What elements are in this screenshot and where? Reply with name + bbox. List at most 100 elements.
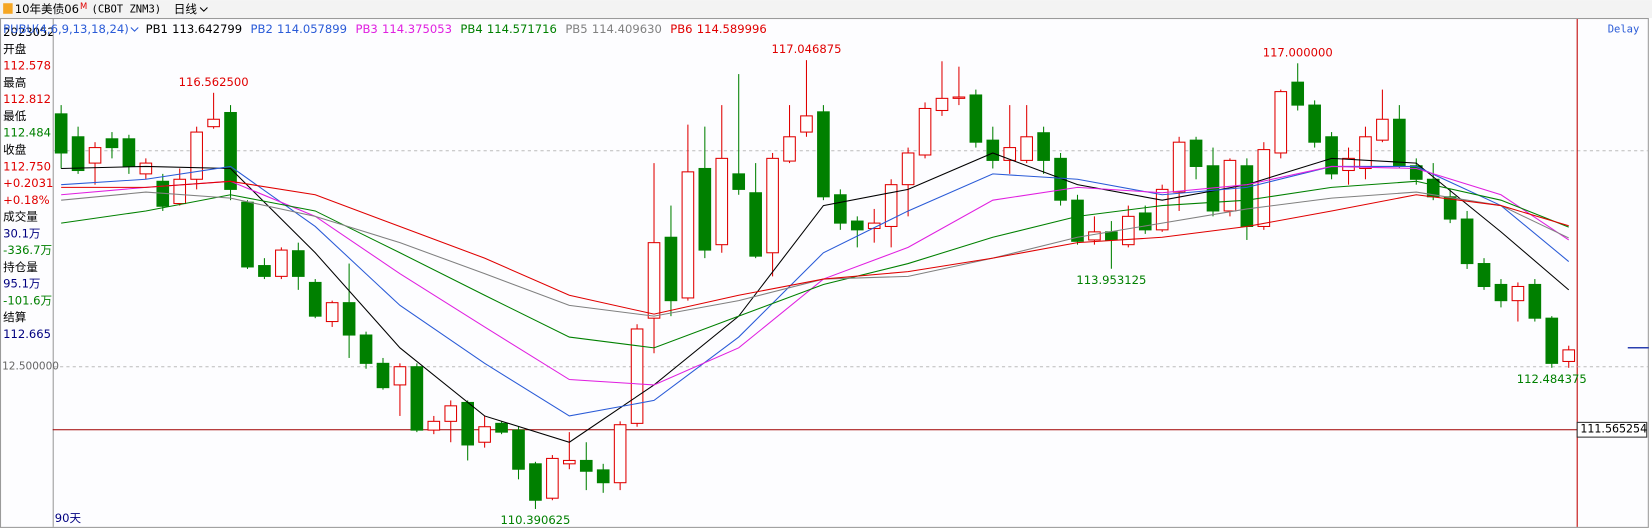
candle-body xyxy=(427,420,441,431)
candle-body xyxy=(1325,136,1338,175)
candle-body xyxy=(410,366,424,431)
candle-body xyxy=(1189,139,1203,167)
legend-name: PB3 xyxy=(355,22,377,36)
candle-body xyxy=(579,459,593,472)
price-box xyxy=(1576,421,1648,438)
candle-body xyxy=(139,162,153,175)
indicator-name[interactable]: PUBU(4,6,9,13,18,24) xyxy=(3,22,129,36)
info-text: 成交量 xyxy=(3,210,38,224)
candle-body xyxy=(478,426,491,443)
candle-body xyxy=(1020,136,1033,161)
extreme-label: 116.562500 xyxy=(179,75,249,89)
symbol-icon xyxy=(3,3,13,14)
candle-body xyxy=(291,250,305,277)
candle-body xyxy=(1494,283,1508,302)
candle-body xyxy=(715,157,729,246)
candle-body xyxy=(54,113,68,154)
candle-body xyxy=(512,429,525,470)
info-text: -336.7万 xyxy=(3,243,52,257)
candle-body xyxy=(935,97,949,112)
candle-body xyxy=(969,94,983,143)
symbol-code: (CBOT ZNM3) xyxy=(91,4,161,16)
candle-body xyxy=(1088,231,1101,241)
candle-body xyxy=(630,328,644,424)
extreme-label: 113.953125 xyxy=(1076,273,1146,287)
candle-body xyxy=(901,152,915,186)
indicator-legend: PUBU(4,6,9,13,18,24) PB1 113.642799 PB2 114.… xyxy=(3,22,767,36)
info-text: -101.6万 xyxy=(3,293,52,307)
info-text: 95.1万 xyxy=(3,277,40,291)
plot-area: 12.500000 111.565254 116.562500 117.046875 1… xyxy=(2,42,1648,527)
indicator-line xyxy=(61,180,1569,349)
legend-name: PB4 xyxy=(460,22,482,36)
delay-label: Delay xyxy=(1608,24,1640,36)
candle-body xyxy=(918,107,932,156)
extreme-label: 110.390625 xyxy=(500,513,570,527)
legend-value: 114.057899 xyxy=(277,22,347,36)
candle-body xyxy=(308,281,322,317)
candle-body xyxy=(732,173,746,190)
legend-name: PB5 xyxy=(565,22,587,36)
info-text: 112.484 xyxy=(3,126,51,140)
candle-body xyxy=(867,222,881,230)
candle-body xyxy=(1274,91,1288,154)
candle-body xyxy=(596,469,610,484)
indicator-line xyxy=(61,152,1570,443)
info-text: 112.578 xyxy=(3,59,51,73)
candle-body xyxy=(275,249,288,277)
candle-body xyxy=(749,192,762,257)
candle-body xyxy=(562,459,576,465)
candle-body xyxy=(1545,317,1559,364)
candle-body xyxy=(681,171,695,299)
candle-body xyxy=(325,302,339,323)
candle-body xyxy=(241,201,254,268)
candle-body xyxy=(1172,141,1186,193)
candle-body xyxy=(342,302,356,336)
legend-name: PB1 xyxy=(146,22,168,36)
info-text: 30.1万 xyxy=(3,226,40,240)
candle-body xyxy=(884,184,898,227)
info-text: 112.665 xyxy=(3,327,51,341)
info-text: 结算 xyxy=(3,310,26,324)
symbol-name[interactable]: 10年美债06 xyxy=(15,2,79,16)
info-text: 最低 xyxy=(3,109,27,123)
extreme-label: 112.484375 xyxy=(1517,372,1587,386)
candle-body xyxy=(1562,349,1576,362)
legend-name: PB2 xyxy=(251,22,273,36)
legend-value: 114.375053 xyxy=(382,22,452,36)
info-text: 开盘 xyxy=(3,42,27,56)
candle-body xyxy=(173,178,187,205)
extreme-label: 117.000000 xyxy=(1263,45,1333,59)
info-text: 112.750 xyxy=(3,159,51,173)
range-label: 90天 xyxy=(55,511,82,525)
info-text: 持仓量 xyxy=(3,260,38,274)
y-tick-label: 12.500000 xyxy=(2,361,59,373)
info-text: 收盘 xyxy=(3,143,27,157)
candle-body xyxy=(1528,283,1542,319)
dropdown-icon[interactable] xyxy=(199,7,208,12)
candle-body xyxy=(1359,136,1372,170)
candle-body xyxy=(1511,285,1525,302)
period-selector[interactable]: 日线 xyxy=(174,2,198,16)
candle-body xyxy=(1460,218,1474,265)
candle-body xyxy=(461,401,475,446)
candle-body xyxy=(1409,165,1423,180)
candle-body xyxy=(1155,188,1169,231)
candle-body xyxy=(1071,199,1084,242)
candle-body xyxy=(105,138,119,149)
candle-body xyxy=(71,136,85,172)
candle-body xyxy=(1376,118,1389,141)
candle-body xyxy=(495,422,508,433)
candle-body xyxy=(1477,263,1491,288)
info-text: 最高 xyxy=(3,75,26,89)
candle-body xyxy=(986,139,1000,161)
symbol-badge: M xyxy=(80,1,87,11)
candle-body xyxy=(224,111,237,190)
info-text: 112.812 xyxy=(3,92,51,106)
candle-body xyxy=(1003,147,1017,161)
candle-body xyxy=(393,366,407,386)
extreme-label: 117.046875 xyxy=(771,42,841,56)
candle-body xyxy=(613,424,627,484)
candle-body xyxy=(1443,196,1457,220)
